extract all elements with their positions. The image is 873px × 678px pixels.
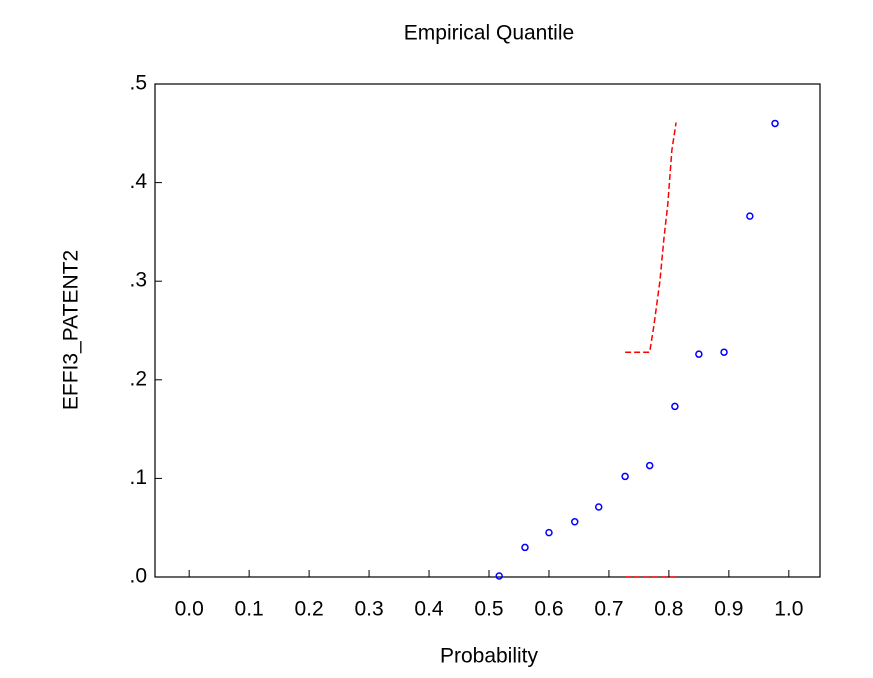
y-tick-label: .1 <box>129 466 147 489</box>
y-tick-label: .0 <box>129 565 147 588</box>
x-tick-label: 1.0 <box>774 598 803 621</box>
x-tick-label: 0.0 <box>175 598 204 621</box>
y-tick-label: .2 <box>129 367 147 390</box>
x-tick-label: 0.5 <box>474 598 503 621</box>
data-point <box>771 119 779 128</box>
x-tick-label: 0.3 <box>354 598 383 621</box>
x-axis-label: Probability <box>440 645 539 668</box>
data-point <box>594 503 603 511</box>
data-point <box>720 348 728 356</box>
y-tick-label: .3 <box>129 269 147 292</box>
x-tick-label: 0.6 <box>534 598 563 621</box>
data-point <box>570 518 579 526</box>
data-point <box>671 402 679 411</box>
y-axis-label: EFFI3_PATENT2 <box>60 250 83 410</box>
x-tick-label: 0.2 <box>295 598 324 621</box>
data-point <box>621 472 629 481</box>
data-point <box>495 572 503 580</box>
data-point <box>545 528 553 537</box>
data-point <box>746 212 754 220</box>
plot-frame <box>154 83 821 578</box>
chart-title: Empirical Quantile <box>404 22 574 45</box>
y-tick-label: .4 <box>129 170 147 193</box>
x-tick-label: 0.4 <box>414 598 444 621</box>
data-point <box>645 461 654 470</box>
data-point <box>521 543 529 552</box>
y-tick-label: .5 <box>129 72 147 95</box>
band-line <box>625 122 677 353</box>
x-tick-label: 0.8 <box>654 598 683 621</box>
x-tick-label: 0.9 <box>714 598 743 621</box>
x-tick-label: 0.1 <box>235 598 264 621</box>
data-point <box>695 350 703 358</box>
x-tick-label: 0.7 <box>594 598 623 621</box>
